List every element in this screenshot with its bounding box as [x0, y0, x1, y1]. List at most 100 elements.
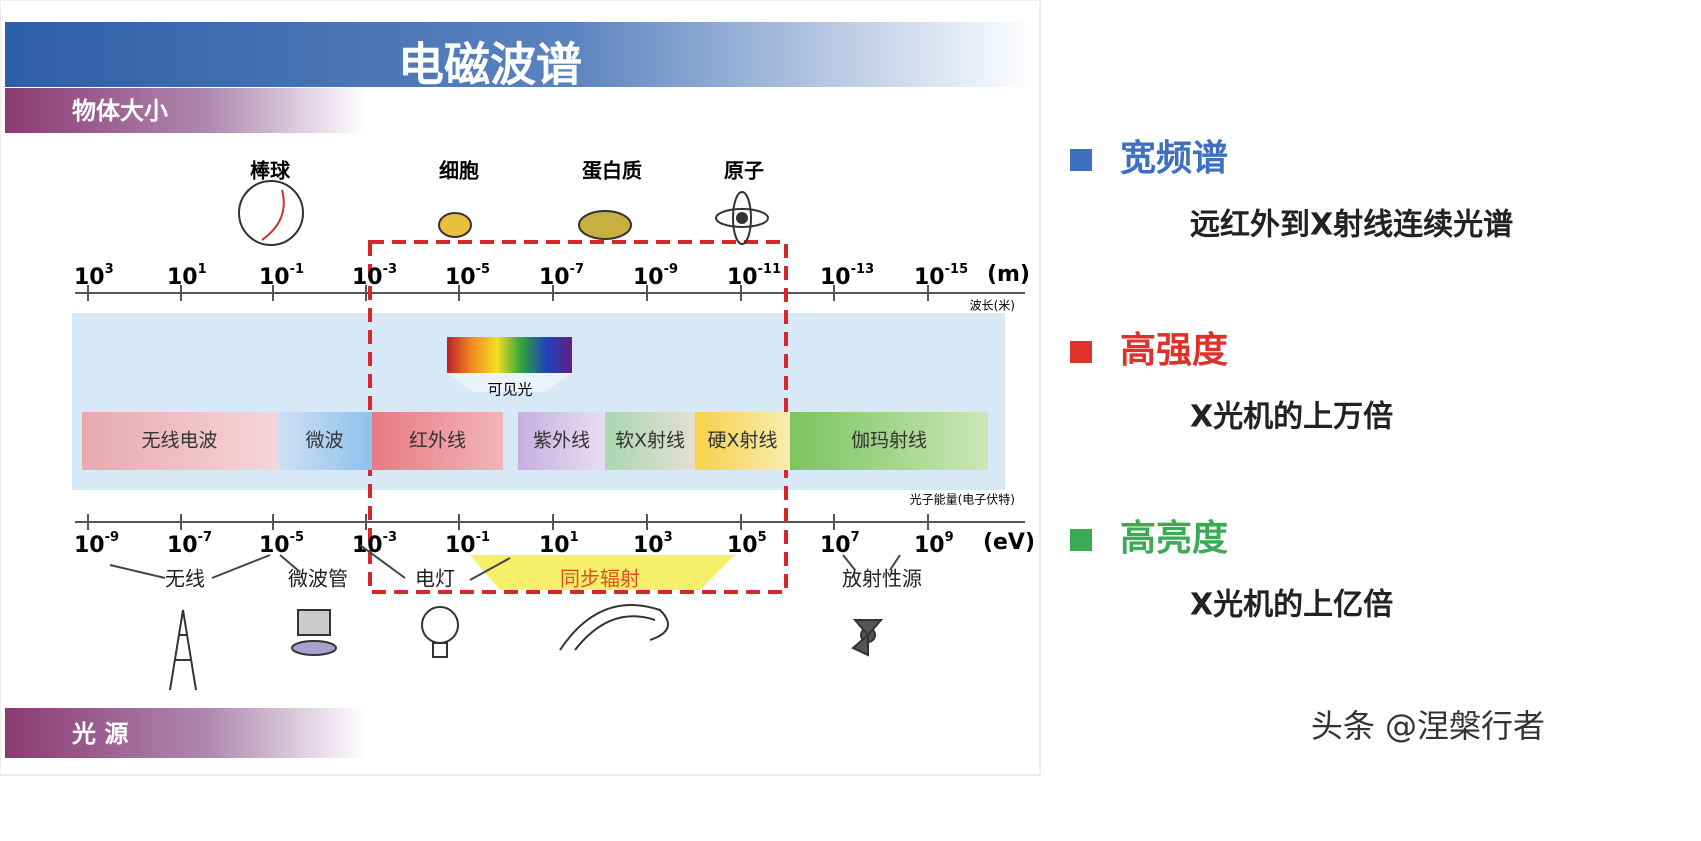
tick-label: 10-15	[914, 262, 968, 291]
source-label: 无线	[165, 567, 205, 591]
tick-base: 10	[445, 533, 476, 558]
tick-exponent: -15	[945, 262, 969, 277]
band	[790, 412, 988, 470]
tick-label: 10-3	[352, 262, 397, 291]
band-label: 微波	[305, 430, 343, 452]
tick-label: 10-7	[539, 262, 584, 291]
object-label: 棒球	[250, 159, 291, 183]
tick-base: 10	[539, 533, 570, 558]
tick-label: 10-5	[259, 530, 304, 559]
object-label: 原子	[724, 159, 764, 183]
connector	[469, 557, 511, 581]
band-label: 伽玛射线	[851, 430, 927, 452]
energy-unit: (eV)	[983, 530, 1035, 555]
tick-exponent: 3	[105, 262, 114, 277]
tick-label: 10-5	[445, 262, 490, 291]
connector	[842, 554, 856, 571]
tick-label: 10-13	[820, 262, 874, 291]
connector	[109, 564, 166, 579]
tick-label: 10-1	[445, 530, 490, 559]
tick-label: 105	[727, 530, 767, 559]
tick-base: 10	[74, 265, 105, 290]
band	[518, 412, 605, 470]
energy-axis-label: 光子能量(电子伏特)	[910, 492, 1015, 507]
object-label: 蛋白质	[582, 159, 642, 183]
tick-label: 10-9	[633, 262, 678, 291]
feature-text: X光机的上亿倍	[1190, 588, 1393, 623]
tick-exponent: -9	[105, 530, 119, 545]
feature-title: 宽频谱	[1120, 137, 1228, 179]
tick-exponent: 7	[851, 530, 860, 545]
tick-exponent: -3	[383, 530, 397, 545]
tick-label: 109	[914, 530, 954, 559]
tick-base: 10	[259, 533, 290, 558]
tick-exponent: -11	[758, 262, 782, 277]
visible-spectrum	[447, 337, 572, 373]
tick-base: 10	[914, 265, 945, 290]
band-label: 紫外线	[533, 430, 590, 452]
tick-exponent: -5	[290, 530, 304, 545]
bottom-band	[5, 708, 1035, 758]
tick-base: 10	[352, 533, 383, 558]
tick-base: 10	[820, 533, 851, 558]
tick-base: 10	[539, 265, 570, 290]
feature-text: 远红外到X射线连续光谱	[1190, 208, 1513, 243]
band	[695, 412, 790, 470]
feature-marker	[1070, 529, 1092, 551]
tick-base: 10	[259, 265, 290, 290]
band-label: 无线电波	[141, 430, 217, 452]
band	[605, 412, 695, 470]
band	[372, 412, 503, 470]
icons	[169, 180, 884, 691]
highlight-box	[368, 240, 788, 594]
tick-exponent: -1	[290, 262, 304, 277]
connector	[279, 554, 301, 573]
tick-base: 10	[820, 265, 851, 290]
band-label: 硬X射线	[707, 430, 777, 452]
tick-label: 10-3	[352, 530, 397, 559]
top-band-label: 物体大小	[72, 97, 168, 125]
top-band	[5, 88, 1035, 133]
tick-label: 10-11	[727, 262, 781, 291]
wavelength-unit: (m)	[987, 262, 1030, 287]
object-label: 细胞	[439, 159, 479, 183]
synchrotron-shape	[470, 555, 735, 590]
feature-marker	[1070, 341, 1092, 363]
tick-label: 103	[633, 530, 673, 559]
slide-title: 电磁波谱	[398, 38, 582, 92]
tick-exponent: -5	[476, 262, 490, 277]
title-band	[5, 22, 1035, 87]
feature-text: X光机的上万倍	[1190, 400, 1393, 435]
tick-exponent: 1	[570, 530, 579, 545]
tick-base: 10	[727, 533, 758, 558]
tick-exponent: -7	[198, 530, 212, 545]
tick-label: 103	[74, 262, 114, 291]
tick-label: 10-9	[74, 530, 119, 559]
feature-title: 高亮度	[1120, 518, 1228, 559]
tick-base: 10	[633, 265, 664, 290]
tick-exponent: -13	[851, 262, 875, 277]
tick-exponent: 9	[945, 530, 954, 545]
source-label: 放射性源	[842, 567, 922, 591]
tick-label: 107	[820, 530, 860, 559]
tick-base: 10	[74, 533, 105, 558]
tick-exponent: 3	[664, 530, 673, 545]
feature-title: 高强度	[1120, 330, 1228, 371]
wavelength-axis-label: 波长(米)	[970, 299, 1015, 313]
visible-label: 可见光	[487, 381, 532, 399]
tick-label: 10-7	[167, 530, 212, 559]
tick-label: 10-1	[259, 262, 304, 291]
tick-exponent: -1	[476, 530, 490, 545]
tick-base: 10	[167, 265, 198, 290]
source-label: 电灯	[415, 567, 455, 591]
tick-label: 101	[167, 262, 207, 291]
tick-exponent: -3	[383, 262, 397, 277]
feature-marker	[1070, 149, 1092, 171]
source-label: 同步辐射	[560, 567, 640, 591]
tick-exponent: -9	[664, 262, 678, 277]
band-label: 软X射线	[615, 430, 685, 452]
tick-base: 10	[727, 265, 758, 290]
band	[277, 412, 372, 470]
watermark: 头条 @涅槃行者	[1311, 707, 1545, 745]
tick-base: 10	[633, 533, 664, 558]
